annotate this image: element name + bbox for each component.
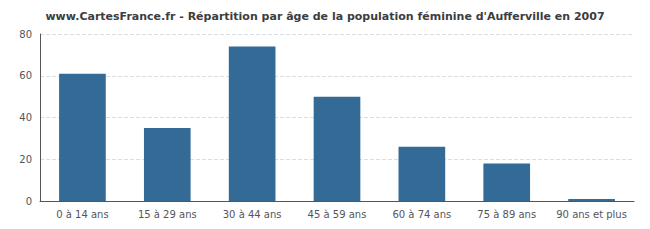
svg-text:20: 20 (19, 154, 32, 165)
svg-text:45 à 59 ans: 45 à 59 ans (308, 209, 367, 220)
svg-text:30 à 44 ans: 30 à 44 ans (223, 209, 282, 220)
svg-text:60: 60 (19, 70, 32, 81)
svg-text:75 à 89 ans: 75 à 89 ans (477, 209, 536, 220)
svg-text:90 ans et plus: 90 ans et plus (556, 209, 627, 220)
svg-text:0 à 14 ans: 0 à 14 ans (56, 209, 108, 220)
svg-text:www.CartesFrance.fr - Répartit: www.CartesFrance.fr - Répartition par âg… (45, 10, 604, 23)
svg-text:60 à 74 ans: 60 à 74 ans (392, 209, 451, 220)
svg-text:0: 0 (26, 196, 32, 207)
svg-text:40: 40 (19, 112, 32, 123)
svg-text:80: 80 (19, 29, 32, 40)
svg-text:15 à 29 ans: 15 à 29 ans (138, 209, 197, 220)
